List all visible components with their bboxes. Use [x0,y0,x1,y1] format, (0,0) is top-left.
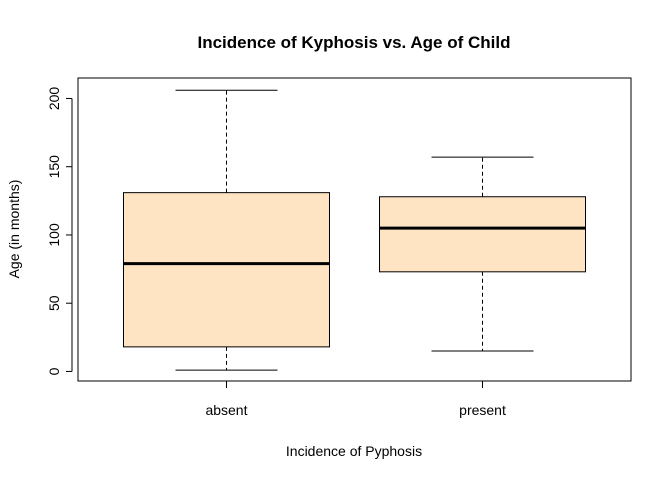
x-tick-label: absent [205,402,247,418]
y-tick-label: 50 [46,295,62,311]
box-present [379,156,587,352]
y-axis-label: Age (in months) [6,180,22,279]
y-tick-label: 100 [46,223,62,247]
x-axis-label: Incidence of Pyphosis [286,443,422,459]
iqr-box [379,196,587,273]
x-tick-label: present [459,402,506,418]
y-tick-label: 150 [46,155,62,179]
y-axis: 0 50 100 150 200 [46,87,73,375]
boxes-group [122,89,587,371]
x-axis: absent present [205,381,506,418]
y-tick-label: 200 [46,87,62,111]
box-absent [122,89,330,371]
chart-title: Incidence of Kyphosis vs. Age of Child [198,33,511,52]
iqr-box [122,192,330,348]
plot-frame [77,77,632,382]
y-tick-label: 0 [46,367,62,375]
